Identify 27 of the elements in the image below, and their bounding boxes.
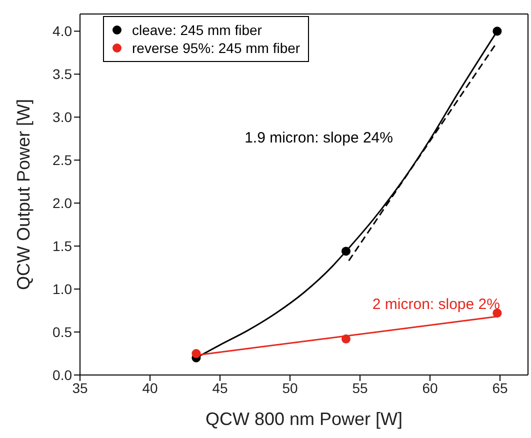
- y-tick-label: 0.5: [52, 324, 72, 340]
- series-label: 2 micron: slope 2%: [372, 296, 500, 314]
- x-tick-label: 50: [282, 380, 298, 396]
- x-tick-label: 40: [142, 380, 158, 396]
- y-tick-label: 2.0: [52, 195, 72, 212]
- point: [341, 334, 351, 344]
- legend-label: reverse 95%: 245 mm fiber: [132, 39, 300, 57]
- x-tick-label: 35: [72, 380, 88, 396]
- x-tick-label: 65: [492, 380, 508, 396]
- legend-label: cleave: 245 mm fiber: [132, 21, 262, 39]
- x-axis-title: QCW 800 nm Power [W]: [205, 409, 403, 429]
- y-tick-label: 4.0: [52, 23, 72, 40]
- y-axis-title: QCW Output Power [W]: [13, 98, 34, 290]
- point: [341, 246, 351, 256]
- point: [492, 308, 502, 318]
- series-label: 1.9 micron: slope 24%: [244, 130, 394, 147]
- y-tick-label: 3.5: [52, 66, 72, 82]
- point: [192, 349, 201, 358]
- y-tick-label: 1.5: [52, 238, 72, 254]
- y-tick-label: 3.0: [52, 109, 72, 126]
- x-tick-label: 45: [212, 380, 228, 396]
- x-tick-label: 55: [352, 380, 368, 396]
- y-tick-label: 2.5: [52, 152, 72, 168]
- x-tick-label: 60: [422, 380, 438, 396]
- y-tick-label: 0.0: [52, 366, 72, 383]
- point: [492, 26, 502, 36]
- y-tick-label: 1.0: [52, 281, 72, 298]
